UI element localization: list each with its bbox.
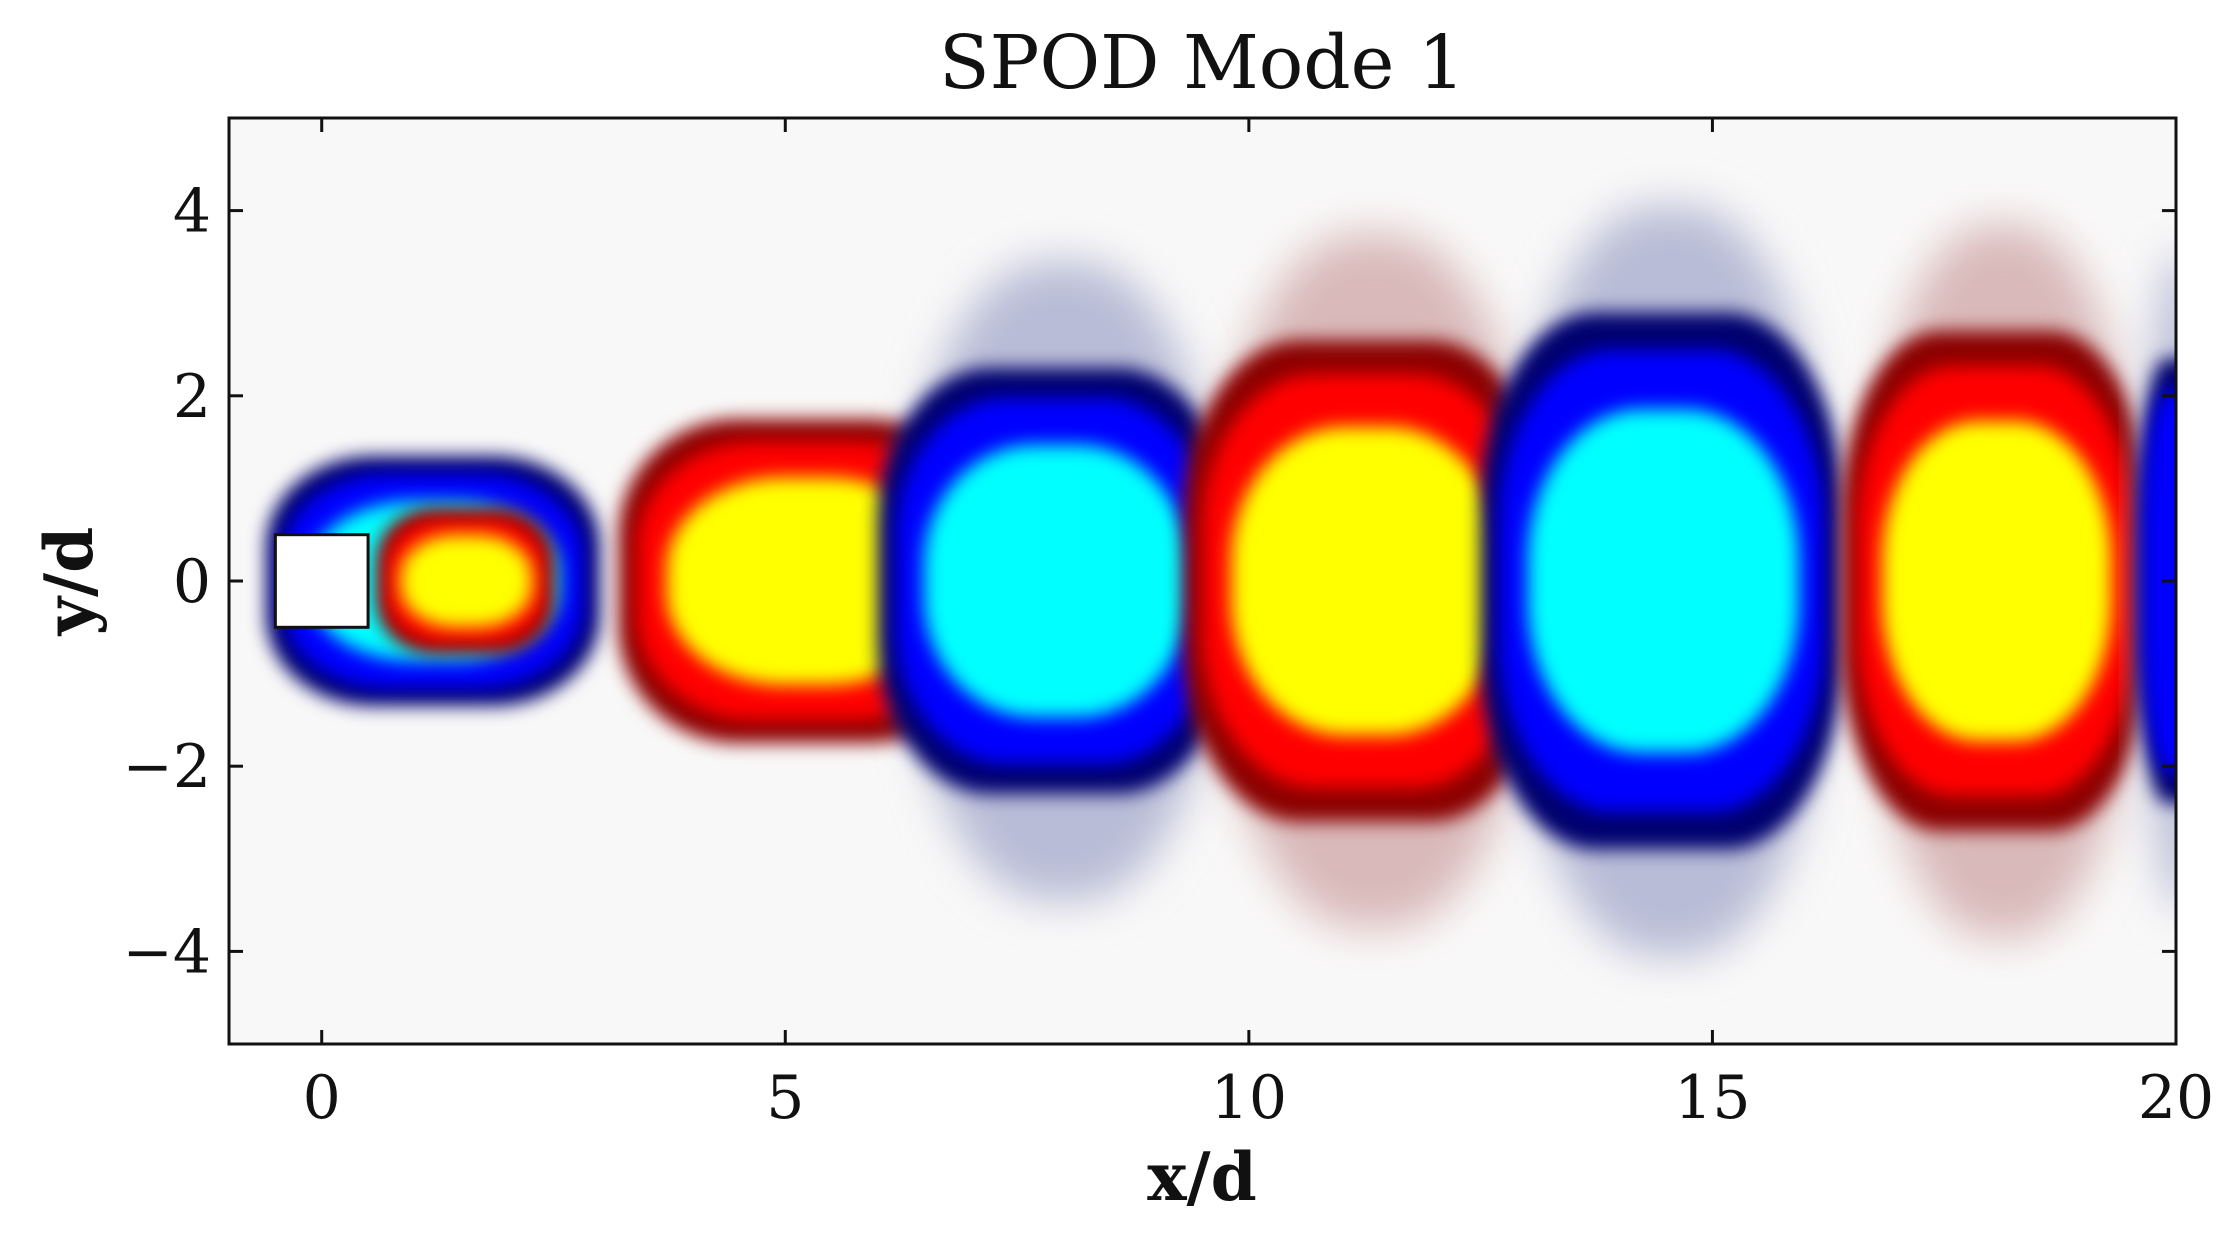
x-tick-label-0: 0	[303, 1063, 341, 1133]
structure-2-positive-core	[400, 534, 533, 628]
x-axis-label: x/d	[1147, 1138, 1257, 1216]
axis-ticks	[229, 118, 2178, 1044]
square-cylinder	[273, 533, 370, 629]
x-tick-label-15: 15	[1674, 1063, 1750, 1133]
structure-5-positive-core	[1230, 426, 1503, 736]
chart-title: SPOD Mode 1	[939, 20, 1465, 106]
structure-7-positive-core	[1882, 420, 2112, 742]
mode-field	[266, 205, 2176, 957]
y-tick-label-4: 4	[173, 177, 211, 247]
structure-6-negative-core	[1527, 409, 1799, 753]
y-tick-label-2: 2	[173, 362, 211, 432]
structure-4-negative-core	[923, 444, 1189, 718]
structure-8-negative-mid	[2143, 389, 2176, 773]
y-tick-label-0: 0	[173, 547, 211, 617]
x-tick-label-20: 20	[2138, 1063, 2214, 1133]
structure-3-positive-core	[666, 477, 945, 685]
x-tick-label-5: 5	[766, 1063, 804, 1133]
x-tick-label-10: 10	[1211, 1063, 1287, 1133]
y-tick-label-neg4: −4	[123, 917, 211, 987]
y-tick-label-neg2: −2	[123, 732, 211, 802]
y-axis-label: y/d	[30, 527, 108, 637]
